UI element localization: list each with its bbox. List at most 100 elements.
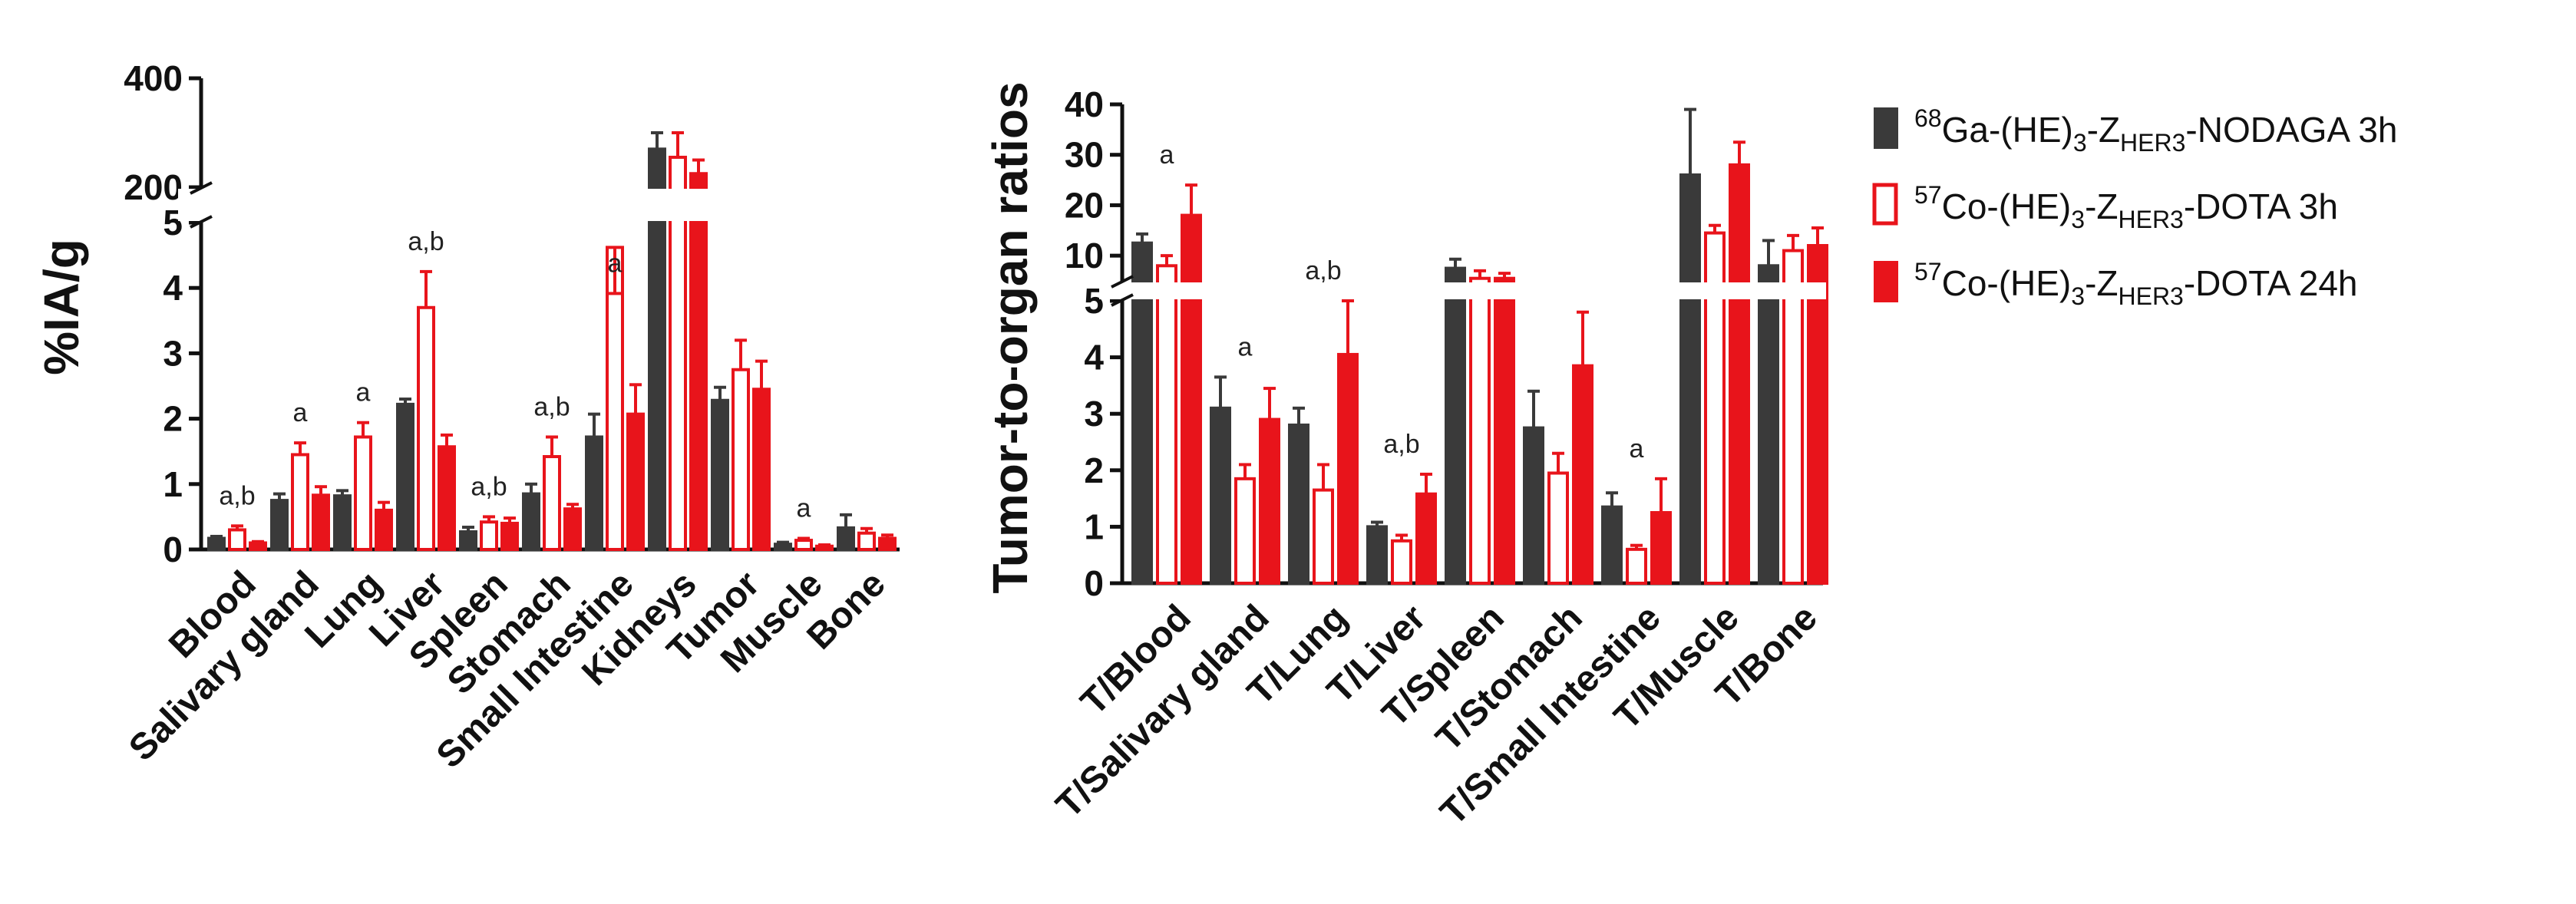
axis-break-gap bbox=[1099, 282, 1826, 299]
bar-spleen-series-1 bbox=[459, 530, 477, 551]
legend-text-pre: Co-(HE) bbox=[1942, 186, 2072, 226]
significance-label: a,b bbox=[1305, 256, 1341, 285]
bar-t-lung-series-3 bbox=[1337, 352, 1359, 585]
bar-t-stomach-series-1 bbox=[1523, 426, 1544, 585]
bar-liver-series-3 bbox=[438, 445, 456, 552]
y-tick-label: 0 bbox=[1084, 563, 1104, 603]
legend-text-sub2: HER3 bbox=[2118, 282, 2183, 310]
bar-stomach-series-3 bbox=[563, 507, 582, 552]
bar-bone-series-3 bbox=[878, 536, 897, 551]
legend-text-mid: -Z bbox=[2085, 186, 2118, 226]
bar-t-liver-series-2 bbox=[1391, 539, 1412, 585]
bar-bone-series-2 bbox=[857, 531, 876, 552]
y-tick-label: 40 bbox=[1065, 84, 1104, 124]
y-tick-label: 400 bbox=[124, 58, 183, 98]
significance-label: a bbox=[1630, 434, 1644, 464]
bar-t-blood-series-1 bbox=[1131, 241, 1153, 585]
significance-label: a bbox=[797, 494, 811, 523]
legend-text-post: -NODAGA 3h bbox=[2185, 110, 2397, 150]
bar-tumor-series-2 bbox=[732, 368, 750, 552]
axis-break-mark bbox=[1111, 293, 1134, 307]
bar-t-salivary-gland-series-3 bbox=[1259, 417, 1280, 585]
bar-t-muscle-series-1 bbox=[1679, 173, 1701, 585]
bar-lung-series-2 bbox=[354, 435, 372, 551]
bar-t-salivary-gland-series-2 bbox=[1234, 477, 1256, 586]
legend-text-post: -DOTA 3h bbox=[2184, 186, 2338, 226]
bar-t-spleen-series-3 bbox=[1494, 276, 1515, 585]
bar-t-liver-series-1 bbox=[1366, 525, 1388, 586]
bar-kidneys-series-3 bbox=[689, 172, 708, 551]
bar-small-intestine-series-1 bbox=[585, 435, 603, 551]
legend-text-mid: -Z bbox=[2085, 263, 2118, 303]
y-tick-label: 3 bbox=[163, 333, 183, 373]
y-tick-label: 1 bbox=[163, 464, 183, 504]
bar-muscle-series-2 bbox=[794, 539, 813, 552]
significance-label: a,b bbox=[1383, 430, 1419, 459]
significance-label: a bbox=[293, 398, 308, 427]
y-tick-label: 0 bbox=[163, 530, 183, 569]
bar-t-blood-series-2 bbox=[1156, 264, 1177, 585]
bar-blood-series-2 bbox=[228, 528, 246, 552]
bar-lung-series-1 bbox=[333, 494, 352, 551]
bar-t-stomach-series-2 bbox=[1547, 471, 1569, 585]
legend-text-sub1: 3 bbox=[2071, 206, 2085, 233]
y-axis-label: %IA/g bbox=[34, 239, 89, 375]
legend-text-mid: -Z bbox=[2087, 110, 2120, 150]
bar-muscle-series-1 bbox=[774, 543, 792, 552]
bar-t-small-intestine-series-1 bbox=[1601, 505, 1623, 586]
legend-text-post: -DOTA 24h bbox=[2184, 263, 2358, 303]
significance-label: a,b bbox=[219, 481, 255, 510]
legend-text-iso: 57 bbox=[1914, 258, 1942, 285]
significance-label: a,b bbox=[471, 472, 507, 501]
legend-label-3: 57Co-(HE)3-ZHER3-DOTA 24h bbox=[1914, 258, 2358, 310]
legend-text-sub1: 3 bbox=[2071, 282, 2085, 310]
y-tick-label: 20 bbox=[1065, 185, 1104, 225]
bar-stomach-series-1 bbox=[522, 492, 540, 552]
y-axis-label: Tumor-to-organ ratios bbox=[983, 81, 1038, 593]
bar-t-bone-series-1 bbox=[1758, 264, 1779, 585]
bar-t-lung-series-1 bbox=[1288, 423, 1309, 585]
legend-text-sub2: HER3 bbox=[2120, 129, 2185, 157]
legend: 68Ga-(HE)3-ZHER3-NODAGA 3h57Co-(HE)3-ZHE… bbox=[1872, 104, 2398, 310]
bar-t-muscle-series-3 bbox=[1729, 163, 1750, 586]
y-tick-label: 2 bbox=[163, 399, 183, 439]
bar-liver-series-2 bbox=[417, 305, 435, 551]
bar-spleen-series-3 bbox=[500, 521, 519, 551]
legend-text-iso: 57 bbox=[1914, 181, 1942, 209]
y-tick-label: 4 bbox=[1084, 338, 1104, 378]
axis-break-gap bbox=[178, 189, 903, 221]
legend-swatch-2 bbox=[1872, 183, 1898, 226]
legend-text-pre: Ga-(HE) bbox=[1942, 110, 2073, 150]
bar-salivary-gland-series-3 bbox=[312, 493, 330, 551]
bar-salivary-gland-series-1 bbox=[270, 499, 289, 551]
y-tick-label: 200 bbox=[124, 167, 183, 207]
bar-stomach-series-2 bbox=[543, 455, 561, 551]
bar-tumor-series-3 bbox=[752, 388, 771, 552]
legend-label-2: 57Co-(HE)3-ZHER3-DOTA 3h bbox=[1914, 181, 2338, 233]
legend-swatch-3 bbox=[1874, 261, 1898, 302]
bar-t-stomach-series-3 bbox=[1572, 364, 1593, 585]
bar-t-spleen-series-1 bbox=[1445, 266, 1466, 585]
significance-label: a,b bbox=[533, 392, 570, 421]
legend-label-1: 68Ga-(HE)3-ZHER3-NODAGA 3h bbox=[1914, 104, 2398, 157]
axis-break-mark bbox=[190, 181, 213, 195]
bar-blood-series-1 bbox=[207, 536, 226, 551]
bar-t-small-intestine-series-3 bbox=[1650, 511, 1672, 585]
significance-label: a bbox=[356, 378, 371, 407]
axis-break-mark bbox=[190, 215, 213, 229]
bar-t-salivary-gland-series-1 bbox=[1210, 406, 1231, 586]
bar-salivary-gland-series-2 bbox=[291, 453, 309, 552]
y-tick-label: 30 bbox=[1065, 135, 1104, 175]
bar-t-bone-series-2 bbox=[1782, 249, 1804, 585]
significance-label: a,b bbox=[408, 227, 444, 256]
significance-label: a bbox=[1160, 140, 1174, 170]
bar-t-blood-series-3 bbox=[1181, 213, 1202, 585]
y-tick-label: 4 bbox=[163, 268, 183, 308]
y-tick-label: 3 bbox=[1084, 394, 1104, 434]
significance-label: a bbox=[608, 249, 623, 278]
bar-tumor-series-1 bbox=[711, 398, 729, 552]
bar-muscle-series-3 bbox=[815, 544, 834, 551]
